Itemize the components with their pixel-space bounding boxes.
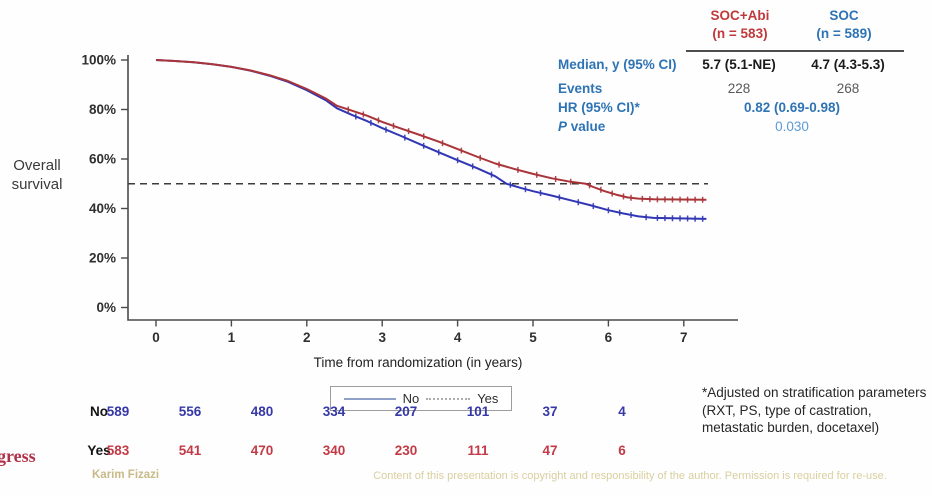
stats-pvalue-label: P value (558, 119, 606, 134)
x-tick-label: 2 (303, 330, 311, 345)
risk-count: 340 (322, 443, 346, 458)
risk-count: 541 (178, 443, 202, 458)
stats-median-value-1: 5.7 (5.1-NE) (702, 57, 776, 72)
stats-col1-n: (n = 583) (712, 26, 768, 41)
stats-median-value-2: 4.7 (4.3-5.3) (811, 57, 885, 72)
legend-line-no-icon (343, 397, 396, 400)
stats-col1-header: SOC+Abi (710, 8, 770, 23)
author-credit: Karim Fizazi (92, 469, 160, 481)
risk-count: 37 (542, 404, 558, 419)
y-tick-label: 20% (89, 251, 116, 266)
stats-median-label: Median, y (95% CI) (558, 57, 677, 72)
stats-events-value-2: 268 (836, 81, 860, 96)
risk-count: 4 (618, 404, 626, 419)
y-tick-label: 40% (89, 201, 116, 216)
stats-col2-header: SOC (829, 8, 859, 23)
y-tick-label: 80% (89, 102, 116, 117)
risk-row-label-yes: Yes (87, 443, 111, 458)
stats-pvalue: 0.030 (775, 119, 809, 134)
copyright-notice: Content of this presentation is copyrigh… (373, 470, 887, 482)
risk-count: 111 (467, 443, 489, 458)
risk-count: 334 (322, 404, 346, 419)
stats-hr-value: 0.82 (0.69-0.98) (743, 100, 841, 115)
footnote: *Adjusted on stratification parameters (… (702, 385, 927, 435)
risk-count: 101 (466, 404, 490, 419)
x-tick-label: 6 (605, 330, 613, 345)
plot-legend: No Yes (330, 386, 512, 411)
stats-col2-n: (n = 589) (816, 26, 872, 41)
legend-line-yes-icon (426, 397, 471, 400)
legend-label-no: No (402, 391, 420, 406)
plot-axes (127, 55, 738, 321)
stats-divider (686, 50, 904, 52)
stats-events-value-1: 228 (727, 81, 751, 96)
x-tick-label: 1 (228, 330, 236, 345)
y-tick-label: 0% (96, 300, 116, 315)
legend-label-yes: Yes (477, 391, 499, 406)
risk-count: 47 (542, 443, 558, 458)
risk-count: 230 (394, 443, 418, 458)
risk-count: 207 (394, 404, 418, 419)
stats-hr-label: HR (95% CI)* (558, 100, 640, 115)
y-tick-label: 60% (89, 152, 116, 167)
risk-count: 6 (618, 443, 626, 458)
curve-soc-abi (155, 59, 707, 201)
risk-count: 589 (106, 404, 130, 419)
y-tick-label: 100% (81, 53, 116, 68)
x-tick-label: 0 (152, 330, 160, 345)
risk-row-label-no: No (90, 404, 108, 419)
congress-watermark-fragment: gress (0, 446, 36, 466)
stats-events-label: Events (558, 81, 603, 96)
risk-count: 480 (250, 404, 274, 419)
x-tick-label: 5 (529, 330, 537, 345)
risk-count: 583 (106, 443, 130, 458)
x-tick-label: 7 (680, 330, 688, 345)
y-axis-title: Overall survival (11, 157, 63, 193)
x-tick-label: 3 (378, 330, 386, 345)
risk-count: 556 (178, 404, 202, 419)
x-tick-label: 4 (454, 330, 462, 345)
risk-count: 470 (250, 443, 274, 458)
x-axis-title: Time from randomization (in years) (313, 355, 523, 370)
